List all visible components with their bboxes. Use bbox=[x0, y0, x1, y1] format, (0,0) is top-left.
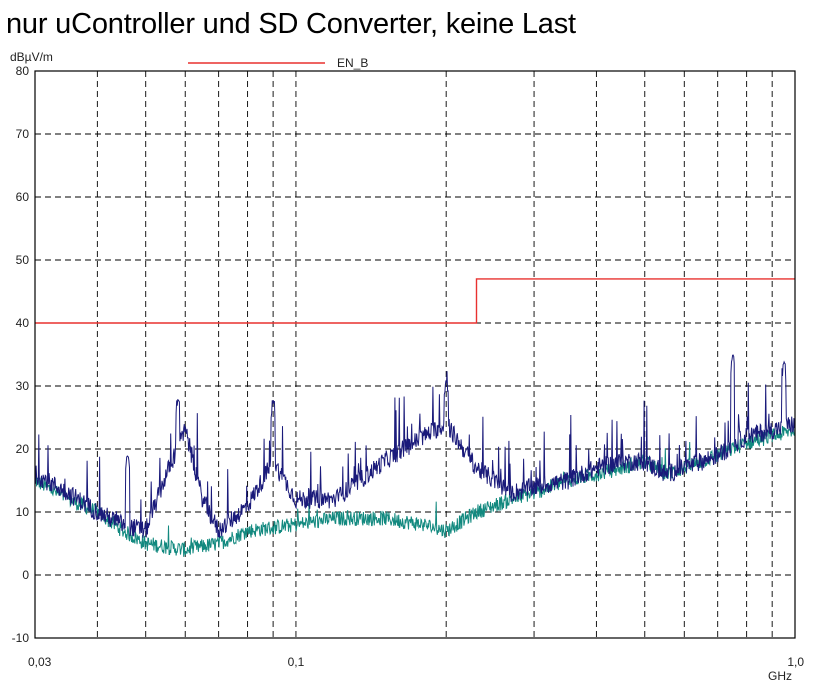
x-tick-label: 0,03 bbox=[28, 655, 52, 669]
y-tick-label: 40 bbox=[16, 316, 30, 330]
x-tick-label: 0,1 bbox=[288, 655, 305, 669]
x-axis-unit: GHz bbox=[768, 669, 792, 683]
y-tick-label: 10 bbox=[16, 505, 30, 519]
grid bbox=[35, 71, 795, 638]
chart-title: nur uController und SD Converter, keine … bbox=[6, 8, 576, 40]
y-tick-label: 60 bbox=[16, 190, 30, 204]
x-tick-label: 1,0 bbox=[787, 655, 804, 669]
y-tick-label: 50 bbox=[16, 253, 30, 267]
legend: EN_B bbox=[188, 56, 368, 70]
legend-label-en-b: EN_B bbox=[337, 56, 368, 70]
series-peak-line bbox=[34, 354, 796, 538]
series-average-line bbox=[34, 425, 796, 557]
plot-frame bbox=[34, 70, 796, 639]
y-tick-label: 20 bbox=[16, 442, 30, 456]
y-tick-label: -10 bbox=[12, 631, 30, 645]
series-group bbox=[34, 278, 796, 557]
series-limit-en-b bbox=[35, 278, 795, 324]
y-tick-label: 30 bbox=[16, 379, 30, 393]
y-tick-label: 70 bbox=[16, 127, 30, 141]
y-tick-label: 0 bbox=[22, 568, 29, 582]
y-axis-unit: dBµV/m bbox=[10, 50, 53, 64]
y-tick-label: 80 bbox=[16, 64, 30, 78]
axes: -10 0 10 20 30 40 50 60 70 80 0,03 0,1 1,0 dBµV/m GHz bbox=[10, 50, 804, 683]
